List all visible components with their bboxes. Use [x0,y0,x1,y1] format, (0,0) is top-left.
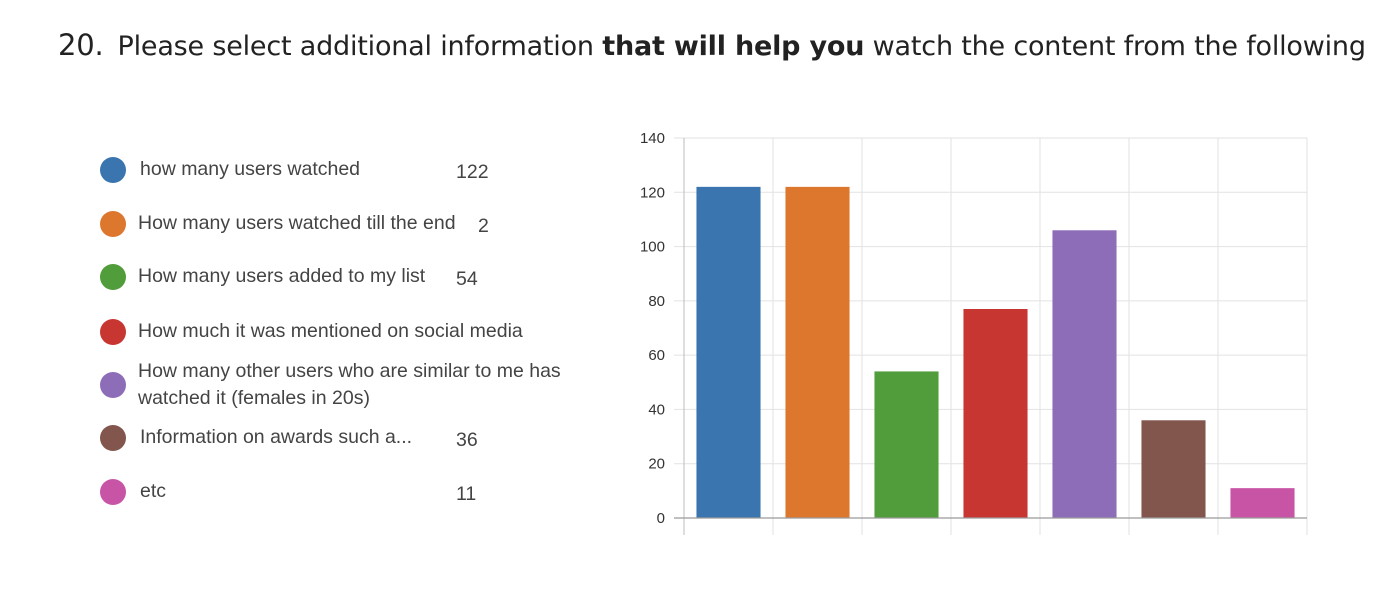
y-tick-label: 120 [640,184,665,201]
question-text-bold: that will help you [602,31,865,62]
y-tick-label: 80 [648,293,665,310]
legend-swatch [100,319,126,345]
question-title: 20. Please select additional information … [58,28,1366,62]
bar-1 [696,186,761,518]
bar-7 [1230,488,1295,518]
chart-legend: how many users watched 122 How many user… [0,0,600,601]
legend-label: how many users watched [140,158,361,180]
legend-count: 54 [456,268,478,290]
y-tick-label: 60 [648,347,665,364]
legend-label: How many users watched till the end [138,212,456,234]
y-tick-label: 20 [648,456,665,473]
legend-swatch [100,372,126,398]
legend-swatch [100,425,126,451]
legend-swatch [100,211,126,237]
legend-label: How much it was mentioned on social medi… [138,320,523,342]
bar-5 [1052,230,1117,519]
legend-count: 11 [456,483,477,505]
bar-6 [1141,420,1206,518]
y-tick-label: 0 [657,510,665,527]
y-tick-label: 40 [648,401,665,418]
question-text-before: Please select additional information [117,31,603,62]
y-tick-label: 100 [640,239,665,256]
y-tick-label: 140 [640,130,665,147]
legend-count: 122 [456,161,489,183]
question-text-after: watch the content from the following [864,31,1366,62]
legend-swatch [100,264,126,290]
legend-count: 2 [478,215,489,237]
bar-2 [785,186,850,518]
legend-swatch [100,157,126,183]
legend-label: Information on awards such a... [140,426,413,448]
legend-swatch [100,479,126,505]
bar-4 [963,309,1028,518]
legend-label: How many other users who are similar to … [138,360,561,409]
question-number: 20. [58,28,104,62]
legend-label: etc [140,480,167,502]
legend-label: How many users added to my list [138,265,426,287]
bar-3 [874,371,939,518]
legend-count: 36 [456,429,478,451]
